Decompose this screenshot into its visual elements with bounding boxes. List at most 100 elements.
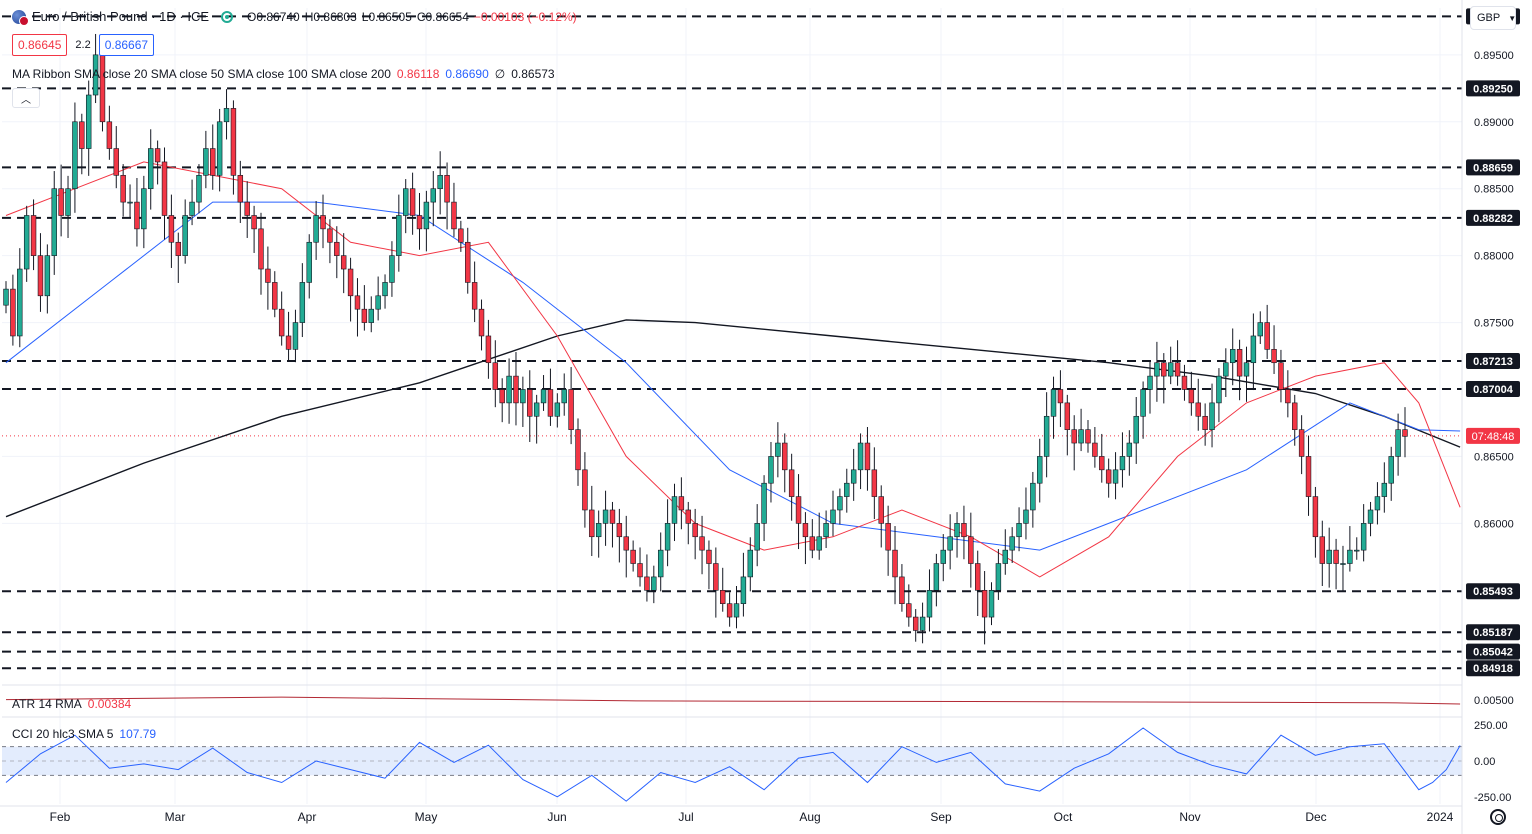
level-label-bg bbox=[1466, 159, 1520, 176]
candle-body bbox=[726, 603, 733, 618]
sma20-value: 0.86118 bbox=[396, 67, 440, 81]
candle-body bbox=[589, 509, 595, 538]
candle-body bbox=[51, 188, 57, 256]
ma-ribbon-legend[interactable]: MA Ribbon SMA close 20 SMA close 50 SMA … bbox=[12, 67, 561, 81]
candle-body bbox=[933, 563, 940, 591]
sma50-value: 0.86690 bbox=[445, 67, 489, 81]
candle-body bbox=[1023, 509, 1029, 524]
candle-body bbox=[1340, 563, 1346, 565]
bid-ask-legend: 0.86645 2.2 0.86667 bbox=[12, 34, 155, 56]
candle-body bbox=[1126, 442, 1133, 457]
candle-body bbox=[430, 188, 436, 203]
level-label-bg bbox=[1466, 583, 1520, 600]
ask-button[interactable]: 0.86667 bbox=[98, 34, 155, 56]
candle-body bbox=[940, 549, 946, 564]
atr-legend[interactable]: ATR 14 RMA 0.00384 bbox=[12, 697, 131, 711]
level-label-bg bbox=[1466, 209, 1520, 226]
candle-body bbox=[1278, 362, 1284, 390]
cci-legend[interactable]: CCI 20 hlc3 SMA 5 107.79 bbox=[12, 727, 156, 741]
candle-body bbox=[237, 175, 244, 203]
candle-body bbox=[485, 335, 492, 364]
candle-body bbox=[299, 282, 306, 323]
candle-body bbox=[244, 201, 250, 216]
candle-body bbox=[602, 509, 609, 524]
level-label: 0.85187 bbox=[1473, 627, 1513, 639]
candle-body bbox=[1064, 402, 1071, 430]
candle-body bbox=[1154, 362, 1160, 377]
candle-body bbox=[168, 215, 175, 243]
y-tick-label: 0.86000 bbox=[1474, 518, 1514, 530]
candle-body bbox=[85, 94, 92, 149]
symbol-title[interactable]: Euro / British Pound · 1D · ICE bbox=[32, 9, 210, 24]
candle-body bbox=[451, 201, 457, 230]
candle-body bbox=[533, 402, 540, 417]
candle-body bbox=[1229, 349, 1236, 364]
bid-button[interactable]: 0.86645 bbox=[12, 34, 68, 56]
sma50-line bbox=[5, 201, 1461, 551]
candle-body bbox=[313, 215, 319, 243]
level-label-bg bbox=[1466, 352, 1520, 369]
candle-body bbox=[1057, 389, 1064, 404]
candle-body bbox=[471, 282, 478, 310]
candle-body bbox=[382, 282, 388, 297]
atr-label: ATR 14 RMA bbox=[12, 697, 82, 711]
candle-body bbox=[1243, 362, 1250, 377]
chevron-down-icon: ▼ bbox=[1508, 13, 1517, 23]
y-tick-label: 0.89000 bbox=[1474, 117, 1514, 129]
candle-body bbox=[10, 288, 16, 337]
x-tick-label: Aug bbox=[799, 810, 820, 824]
candle-body bbox=[816, 536, 822, 551]
candle-body bbox=[1161, 362, 1167, 377]
candle-body bbox=[630, 549, 636, 564]
candle-body bbox=[1009, 536, 1015, 551]
level-label-bg bbox=[1466, 380, 1520, 397]
candle-body bbox=[1133, 415, 1139, 444]
candle-body bbox=[1395, 429, 1401, 457]
candle-body bbox=[492, 362, 499, 390]
candle-body bbox=[968, 536, 974, 564]
candle-body bbox=[416, 215, 423, 230]
candle-body bbox=[320, 215, 326, 230]
candle-body bbox=[292, 322, 299, 350]
candle-body bbox=[278, 308, 285, 337]
candle-body bbox=[189, 201, 195, 216]
candle-body bbox=[961, 523, 967, 538]
candle-body bbox=[733, 603, 740, 618]
x-tick-label: Feb bbox=[50, 810, 71, 824]
cci-tick-label: 250.00 bbox=[1474, 720, 1508, 732]
candle-body bbox=[1292, 402, 1298, 430]
candle-body bbox=[1285, 389, 1291, 404]
candle-body bbox=[265, 268, 271, 283]
y-tick-label: 0.88000 bbox=[1474, 251, 1514, 263]
symbol-legend: Euro / British Pound · 1D · ICE O0.86740… bbox=[12, 9, 577, 26]
candle-body bbox=[685, 509, 691, 524]
y-tick-label: 0.88500 bbox=[1474, 184, 1514, 196]
candle-body bbox=[582, 469, 588, 511]
candle-body bbox=[375, 295, 381, 310]
candle-body bbox=[892, 549, 898, 578]
candle-body bbox=[1174, 362, 1181, 377]
candle-body bbox=[1388, 456, 1394, 484]
candle-body bbox=[465, 241, 471, 283]
candle-body bbox=[148, 148, 154, 190]
candle-body bbox=[802, 523, 809, 538]
collapse-legend-button[interactable]: ︿ bbox=[12, 88, 40, 108]
currency-selector[interactable]: GBP ▼ bbox=[1470, 6, 1516, 30]
candle-body bbox=[1085, 429, 1091, 444]
candle-body bbox=[1381, 482, 1388, 497]
candle-body bbox=[1112, 469, 1119, 484]
candle-body bbox=[857, 442, 864, 471]
candle-body bbox=[664, 523, 671, 551]
candle-body bbox=[1037, 456, 1043, 484]
candle-body bbox=[809, 536, 816, 551]
candle-body bbox=[478, 308, 485, 337]
candle-body bbox=[1367, 509, 1374, 524]
candle-body bbox=[389, 255, 395, 283]
x-tick-label: Apr bbox=[298, 810, 317, 824]
settings-gear-icon[interactable] bbox=[1490, 809, 1506, 825]
level-label: 0.85042 bbox=[1473, 647, 1513, 659]
candle-body bbox=[1264, 322, 1270, 350]
candle-body bbox=[499, 389, 505, 404]
